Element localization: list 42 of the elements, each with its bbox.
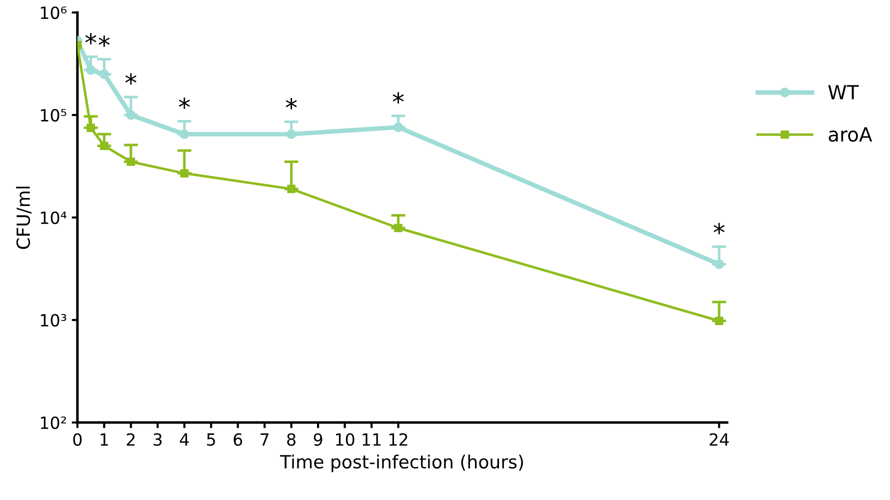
point — [86, 124, 95, 132]
x-tick-label: 10 — [336, 433, 354, 446]
x-tick-label: 8 — [287, 433, 296, 446]
point — [393, 122, 404, 132]
point — [126, 158, 136, 166]
annotation: * — [98, 35, 110, 47]
x-tick-label: 24 — [710, 433, 729, 446]
point — [180, 129, 190, 140]
x-tick-label: 2 — [126, 433, 135, 446]
y-axis-title: CFU/ml — [16, 186, 32, 249]
y-tick-label: 10³ — [40, 314, 66, 327]
x-tick-label: 3 — [154, 433, 162, 446]
annotation: * — [392, 92, 404, 104]
x-tick-label: 5 — [207, 433, 215, 446]
x-tick-label: 0 — [73, 433, 82, 446]
legend-label: WT — [828, 85, 859, 100]
point — [286, 129, 296, 140]
x-tick-label: 7 — [260, 433, 268, 446]
x-axis-title: Time post-infection (hours) — [280, 454, 523, 472]
point — [287, 184, 296, 194]
x-tick-label: 9 — [314, 433, 322, 446]
point — [714, 259, 724, 270]
x-tick-label: 1 — [100, 433, 108, 446]
annotation: * — [178, 97, 190, 109]
point — [394, 224, 402, 232]
y-tick-label: 10⁵ — [40, 108, 66, 122]
annotation: * — [85, 33, 96, 44]
point — [100, 142, 108, 150]
point — [714, 316, 724, 326]
x-tick-label: 4 — [180, 433, 189, 446]
point — [180, 169, 189, 178]
y-tick-label: 10² — [40, 416, 66, 430]
y-tick-label: 10⁴ — [40, 211, 66, 224]
legend-label: aroA — [828, 127, 872, 142]
x-tick-label: 6 — [234, 433, 242, 446]
y-tick-label: 10⁶ — [40, 6, 66, 20]
x-tick-label: 11 — [362, 433, 381, 446]
annotation: * — [286, 98, 297, 110]
point — [126, 110, 136, 120]
annotation: * — [714, 222, 725, 234]
x-tick-label: 12 — [389, 433, 408, 446]
annotation: * — [125, 73, 136, 85]
